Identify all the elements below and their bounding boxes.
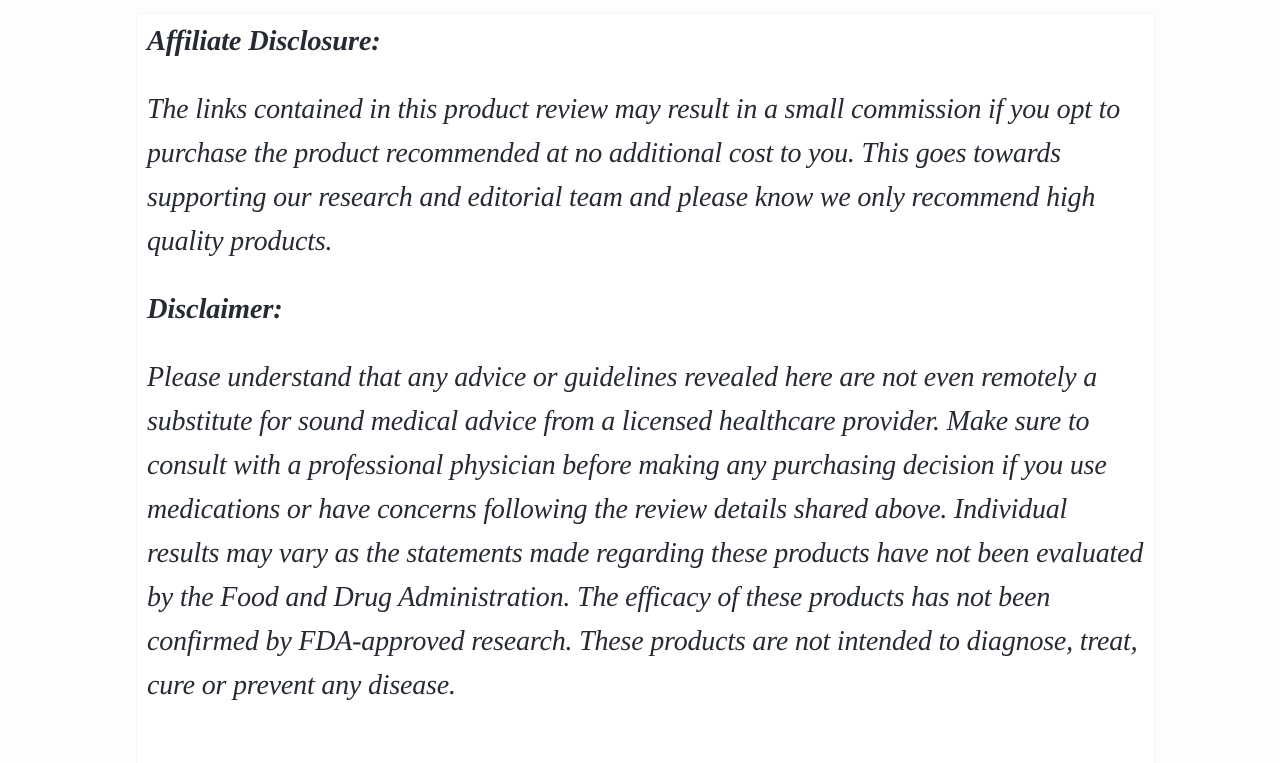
disclaimer-heading: Disclaimer:: [147, 294, 283, 325]
article-body: Affiliate Disclosure: The links containe…: [147, 20, 1146, 708]
disclaimer-text: Please understand that any advice or gui…: [147, 362, 1144, 701]
affiliate-disclosure-heading: Affiliate Disclosure:: [147, 26, 381, 57]
affiliate-disclosure-text: The links contained in this product revi…: [147, 94, 1121, 257]
article-content-card: Affiliate Disclosure: The links containe…: [136, 13, 1155, 763]
